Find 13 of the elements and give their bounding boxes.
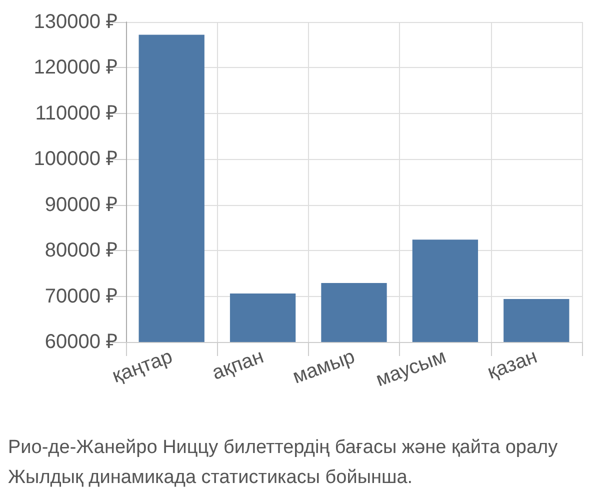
y-tick-label: 90000 ₽	[44, 194, 118, 216]
y-tick-label: 110000 ₽	[35, 102, 118, 124]
y-tick-label: 70000 ₽	[44, 285, 118, 308]
x-tick-label: мамыр	[290, 346, 358, 388]
x-tick-label: маусым	[373, 346, 449, 392]
x-tick-label: ақпан	[209, 346, 267, 384]
x-tick-label: қазан	[484, 346, 540, 384]
y-tick-label: 120000 ₽	[34, 56, 118, 79]
text: Жылдық динамикада статистикасы бойынша.	[8, 467, 413, 488]
text: Рио-де-Жанейро Ниццу билеттердің бағасы және қайта оралу	[8, 437, 558, 458]
y-tick-label: 130000 ₽	[34, 11, 118, 33]
y-tick-label: 80000 ₽	[44, 240, 118, 262]
y-tick-label: 100000 ₽	[34, 148, 118, 170]
